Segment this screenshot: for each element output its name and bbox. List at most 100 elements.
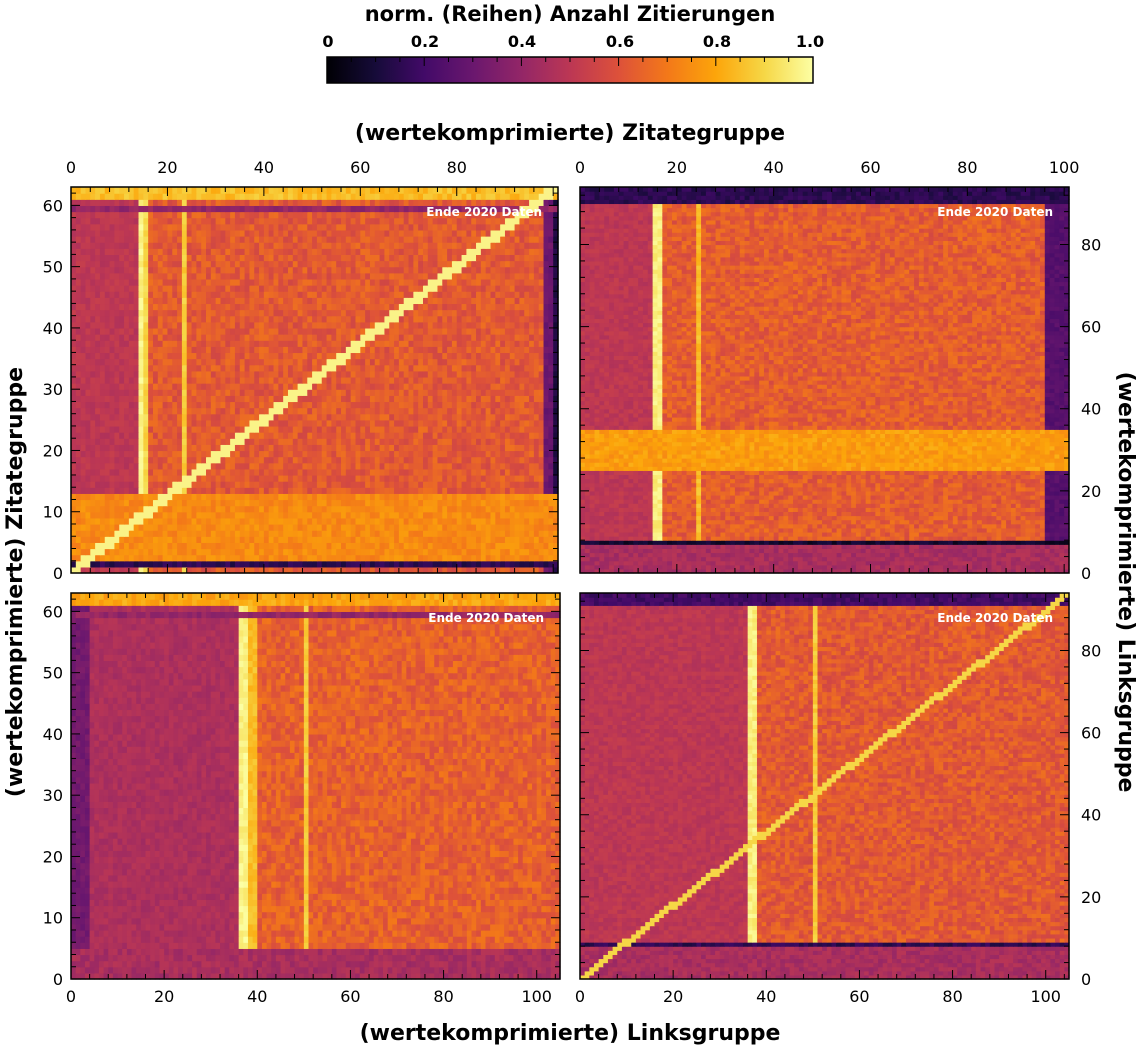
heatmap-cell [172, 512, 177, 519]
heatmap-cell [302, 518, 307, 525]
heatmap-cell [85, 536, 90, 543]
heatmap-cell [457, 561, 462, 568]
heatmap-cell [355, 518, 360, 525]
heatmap-cell [529, 530, 534, 537]
heatmap-cell [336, 506, 341, 513]
heatmap-cell [124, 530, 129, 537]
heatmap-cell [515, 555, 520, 562]
heatmap-cell [457, 548, 462, 555]
heatmap-cell [336, 548, 341, 555]
heatmap-cell [274, 548, 279, 555]
heatmap-cell [389, 561, 394, 568]
heatmap-cell [307, 536, 312, 543]
heatmap-cell [452, 542, 457, 549]
heatmap-cell [322, 548, 327, 555]
heatmap-cell [524, 524, 529, 531]
heatmap-cell [471, 561, 476, 568]
heatmap-cell [90, 561, 95, 568]
heatmap-cell [81, 542, 86, 549]
heatmap-cell [442, 518, 447, 525]
heatmap-cell [500, 548, 505, 555]
heatmap-cell [327, 555, 332, 562]
heatmap-cell [491, 530, 496, 537]
heatmap-cell [95, 555, 100, 562]
heatmap-cell [196, 506, 201, 513]
heatmap-cell [235, 512, 240, 519]
heatmap-cell [220, 530, 225, 537]
heatmap-cell [249, 555, 254, 562]
heatmap-cell [394, 555, 399, 562]
heatmap-cell [211, 542, 216, 549]
heatmap-cell [95, 518, 100, 525]
heatmap-cell [413, 530, 418, 537]
heatmap-cell [519, 542, 524, 549]
heatmap-cell [245, 518, 250, 525]
heatmap-cell [505, 512, 510, 519]
heatmap-cell [216, 561, 221, 568]
heatmap-cell [158, 542, 163, 549]
heatmap-cell [341, 512, 346, 519]
heatmap-cell [360, 518, 365, 525]
heatmap-cell [230, 555, 235, 562]
heatmap-cell [519, 530, 524, 537]
heatmap-cell [413, 536, 418, 543]
heatmap-cell [312, 524, 317, 531]
heatmap-cell [119, 548, 124, 555]
heatmap-cell [394, 524, 399, 531]
heatmap-cell [433, 536, 438, 543]
heatmap-cell [249, 561, 254, 568]
heatmap-cell [336, 561, 341, 568]
colorbar-tick-labels: 0 0.2 0.4 0.6 0.8 1.0 [322, 32, 824, 51]
heatmap-cell [129, 506, 134, 513]
heatmap-cell [336, 536, 341, 543]
heatmap-cell [288, 548, 293, 555]
heatmap-cell [283, 530, 288, 537]
heatmap-cell [249, 530, 254, 537]
heatmap-cell [298, 548, 303, 555]
heatmap-cell [225, 555, 230, 562]
heatmap-cell [259, 536, 264, 543]
heatmap-cell [182, 542, 187, 549]
heatmap-cell [515, 518, 520, 525]
heatmap-cell [384, 512, 389, 519]
heatmap-cell [505, 555, 510, 562]
heatmap-cell [192, 561, 197, 568]
heatmap-cell [220, 536, 225, 543]
heatmap-cell [413, 561, 418, 568]
heatmap-cell [394, 542, 399, 549]
heatmap-cell [95, 506, 100, 513]
heatmap-cell [322, 555, 327, 562]
heatmap-cell [370, 555, 375, 562]
heatmap-cell [177, 530, 182, 537]
heatmap-cell [187, 555, 192, 562]
heatmap-cell [539, 561, 544, 568]
heatmap-cell [302, 524, 307, 531]
heatmap-cell [220, 506, 225, 513]
heatmap-cell [404, 524, 409, 531]
heatmap-cell [355, 506, 360, 513]
heatmap-cell [201, 555, 206, 562]
heatmap-cell [486, 518, 491, 525]
heatmap-cell [317, 518, 322, 525]
heatmap-cell [399, 512, 404, 519]
heatmap-cell [442, 524, 447, 531]
heatmap-cell [259, 548, 264, 555]
heatmap-cell [95, 524, 100, 531]
heatmap-cell [409, 530, 414, 537]
heatmap-cell [225, 524, 230, 531]
heatmap-cell [341, 542, 346, 549]
heatmap-cell [355, 512, 360, 519]
heatmap-cell [153, 518, 158, 525]
heatmap-cell [505, 542, 510, 549]
heatmap-cell [220, 524, 225, 531]
heatmap-cell [529, 536, 534, 543]
heatmap-cell [544, 561, 549, 568]
heatmap-cell [505, 530, 510, 537]
heatmap-cell [288, 542, 293, 549]
heatmap-cell [491, 524, 496, 531]
heatmap-cell [355, 548, 360, 555]
heatmap-cell [394, 530, 399, 537]
heatmap-cell [220, 561, 225, 568]
heatmap-cell [124, 548, 129, 555]
heatmap-cell [278, 555, 283, 562]
